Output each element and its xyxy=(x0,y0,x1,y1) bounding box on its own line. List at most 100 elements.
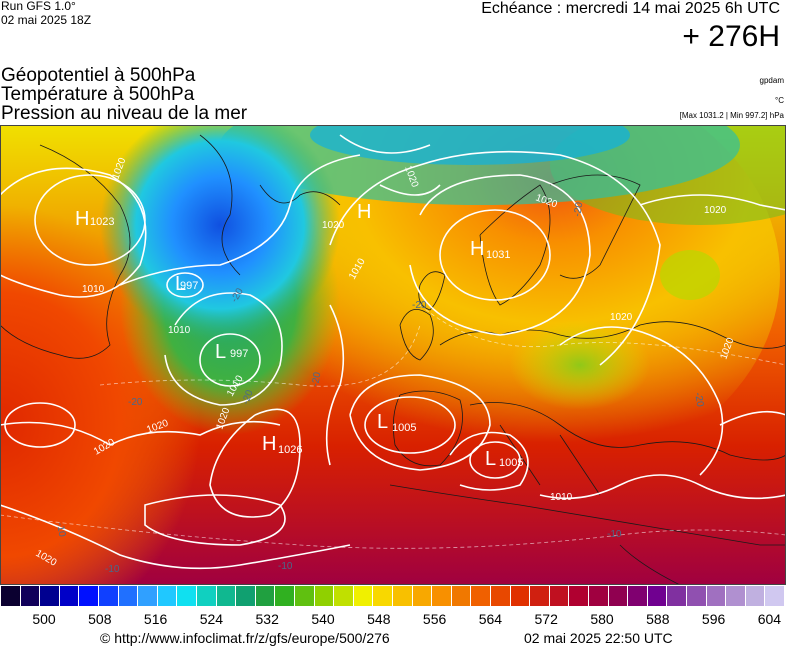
scale-label: 548 xyxy=(367,611,391,627)
weather-map[interactable]: H 1023 L 997 L 997 H H 1031 H 1026 L 100… xyxy=(0,125,786,585)
isotherms xyxy=(0,304,786,549)
scale-swatch xyxy=(647,586,668,606)
temp-label: -10 xyxy=(54,522,67,539)
scale-swatch xyxy=(451,586,472,606)
unit-celsius: °C xyxy=(775,96,784,105)
title-geopotential: Géopotentiel à 500hPa xyxy=(1,65,196,86)
title-temperature: Température à 500hPa xyxy=(1,84,195,105)
scale-swatch xyxy=(608,586,629,606)
isobar-label: 1020 xyxy=(322,220,345,231)
unit-gpdam: gpdam xyxy=(759,76,784,85)
scale-swatch xyxy=(491,586,511,606)
center-low-997-a-value: 997 xyxy=(180,280,198,292)
center-high-1031-value: 1031 xyxy=(486,249,510,261)
center-low-997-b-value: 997 xyxy=(230,348,248,360)
scale-swatch xyxy=(412,586,433,606)
scale-swatch xyxy=(745,586,766,606)
center-high-north-letter: H xyxy=(357,201,371,223)
scale-swatch xyxy=(118,586,139,606)
scale-swatch xyxy=(177,586,197,606)
center-high-1026-letter: H xyxy=(262,433,276,455)
scale-swatch xyxy=(628,586,648,606)
scale-swatch xyxy=(1,586,21,606)
center-low-1005-a-letter: L xyxy=(377,411,388,433)
scale-swatch xyxy=(255,586,276,606)
scale-swatch xyxy=(275,586,295,606)
title-pressure: Pression au niveau de la mer xyxy=(1,103,248,124)
scale-swatch xyxy=(687,586,707,606)
scale-swatch xyxy=(510,586,531,606)
scale-swatch xyxy=(589,586,609,606)
echeance-label: Echéance : mercredi 14 mai 2025 6h UTC xyxy=(481,0,780,17)
scale-label: 540 xyxy=(311,611,335,627)
field-trough xyxy=(100,125,340,345)
scale-swatch xyxy=(40,586,60,606)
scale-label: 532 xyxy=(255,611,279,627)
isobar-label: 1020 xyxy=(610,312,633,323)
center-high-1023-value: 1023 xyxy=(90,216,114,228)
scale-swatch xyxy=(138,586,158,606)
scale-swatch xyxy=(667,586,687,606)
temp-label: -10 xyxy=(278,561,293,572)
scale-swatch xyxy=(157,586,178,606)
center-high-1026-value: 1026 xyxy=(278,444,302,456)
scale-swatch xyxy=(314,586,335,606)
temp-label: -20 xyxy=(572,201,585,218)
temp-label: -20 xyxy=(128,397,143,408)
scale-label: 604 xyxy=(757,611,782,627)
color-scale xyxy=(1,586,785,606)
run-date: 02 mai 2025 18Z xyxy=(1,13,92,27)
scale-swatch xyxy=(726,586,746,606)
scale-swatch xyxy=(471,586,491,606)
pressure-range: [Max 1031.2 | Min 997.2] hPa xyxy=(679,111,784,120)
scale-swatch xyxy=(373,586,393,606)
center-high-1031-letter: H xyxy=(470,238,484,260)
temp-label: -20 xyxy=(310,371,323,388)
scale-swatch xyxy=(549,586,570,606)
scale-label: 572 xyxy=(534,611,558,627)
temp-label: -10 xyxy=(607,529,622,540)
scale-label: 524 xyxy=(199,611,224,627)
scale-swatch xyxy=(197,586,217,606)
temp-label: -20 xyxy=(412,300,427,311)
center-high-1023-letter: H xyxy=(75,208,89,230)
scale-label: 588 xyxy=(646,611,670,627)
scale-swatch xyxy=(334,586,354,606)
scale-label: 596 xyxy=(701,611,726,627)
field-east-spot xyxy=(660,250,720,300)
temperature-labels: -20 -20 -20 -20 -20 -20 -20 -10 -10 -10 … xyxy=(54,201,705,575)
scale-label: 556 xyxy=(422,611,447,627)
scale-swatch xyxy=(20,586,41,606)
scale-label: 516 xyxy=(143,611,168,627)
scale-swatch xyxy=(706,586,727,606)
isobar-label: 1010 xyxy=(82,284,105,295)
temp-label: -20 xyxy=(240,388,255,406)
run-label: Run GFS 1.0° xyxy=(1,0,76,13)
temp-label: -10 xyxy=(105,564,120,575)
scale-swatch xyxy=(432,586,452,606)
isobar-label: 1010 xyxy=(168,325,191,336)
scale-label: 580 xyxy=(590,611,614,627)
scale-swatch xyxy=(393,586,413,606)
isobar-label: 1010 xyxy=(550,492,573,503)
scale-swatch xyxy=(295,586,315,606)
scale-label: 508 xyxy=(88,611,112,627)
scale-swatch xyxy=(569,586,589,606)
scale-swatch xyxy=(99,586,119,606)
scale-swatch xyxy=(353,586,374,606)
forecast-horizon: + 276H xyxy=(682,20,780,53)
isobars xyxy=(0,134,786,570)
center-low-1005-b-letter: L xyxy=(485,448,496,470)
pressure-centers: H 1023 L 997 L 997 H H 1031 H 1026 L 100… xyxy=(75,201,523,470)
scale-label: 564 xyxy=(478,611,503,627)
scale-swatch xyxy=(79,586,99,606)
source-url[interactable]: © http://www.infoclimat.fr/z/gfs/europe/… xyxy=(100,630,390,646)
field-north-core xyxy=(310,125,630,165)
center-low-997-a-letter: L xyxy=(175,273,186,295)
scale-swatch xyxy=(216,586,237,606)
isobar-label: 1020 xyxy=(704,205,727,216)
temp-label: -20 xyxy=(692,392,705,409)
center-low-1005-b-value: 1005 xyxy=(499,457,523,469)
generation-date: 02 mai 2025 22:50 UTC xyxy=(524,630,673,646)
scale-swatch xyxy=(59,586,80,606)
